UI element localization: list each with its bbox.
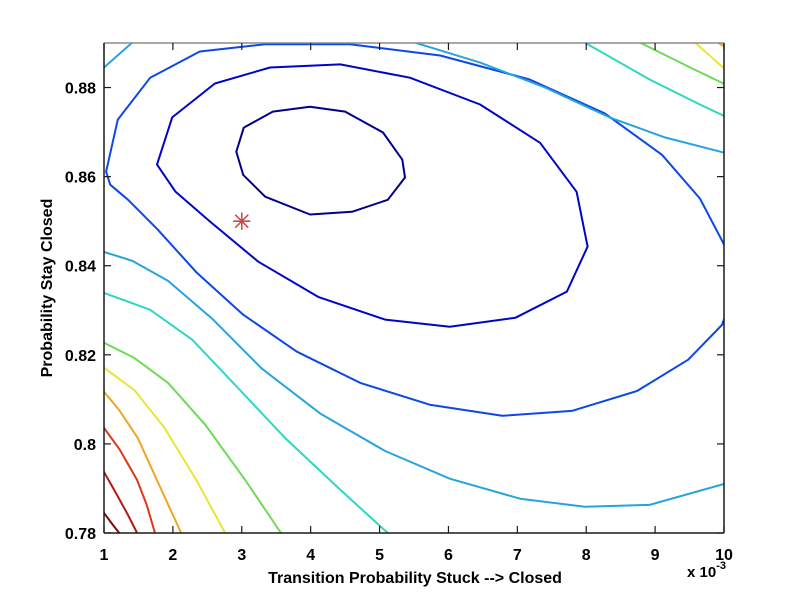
contour-line-level-2 (156, 63, 589, 328)
y-tick-label: 0.82 (65, 348, 96, 365)
axes-group (103, 42, 725, 534)
x-tick-label: 6 (444, 547, 453, 564)
contour-line-level-6 (104, 43, 724, 533)
contour-line-level-11 (104, 511, 121, 533)
y-axis-label: Probability Stay Closed (39, 199, 56, 378)
x-tick-label: 2 (168, 547, 177, 564)
y-tick-label: 0.88 (65, 81, 96, 98)
axis-offset-label: x 10-3 (687, 560, 726, 581)
x-tick-label: 8 (582, 547, 591, 564)
contour-line-level-5 (104, 43, 724, 533)
y-tick-label: 0.86 (65, 170, 96, 187)
asterisk-arm (234, 214, 249, 228)
y-tick-label: 0.78 (65, 526, 96, 543)
contour-line-level-1 (235, 105, 406, 216)
contour-line-level-4 (104, 43, 724, 508)
x-tick-label: 7 (513, 547, 522, 564)
x-tick-label: 9 (651, 547, 660, 564)
contour-line-level-10 (104, 470, 139, 533)
axis-offset-base: x 10 (687, 564, 716, 581)
contour-line-level-3 (105, 43, 724, 417)
x-axis-label: Transition Probability Stuck --> Closed (268, 570, 562, 587)
x-tick-label: 3 (237, 547, 246, 564)
tick-labels-group: 1 2 3 4 5 6 7 8 9 10 0.78 0.8 0.82 0.84 0.86 0.88 (65, 81, 733, 564)
y-tick-label: 0.8 (74, 437, 96, 454)
x-tick-label: 4 (306, 547, 315, 564)
contour-line-level-9 (104, 426, 157, 533)
y-tick-label: 0.84 (65, 259, 96, 276)
axis-offset-exponent: -3 (716, 560, 726, 572)
contour-line-level-7 (104, 43, 724, 533)
x-tick-label: 5 (375, 547, 384, 564)
x-tick-label: 10 (715, 547, 733, 564)
mle-marker (232, 212, 251, 230)
x-tick-label: 1 (100, 547, 109, 564)
